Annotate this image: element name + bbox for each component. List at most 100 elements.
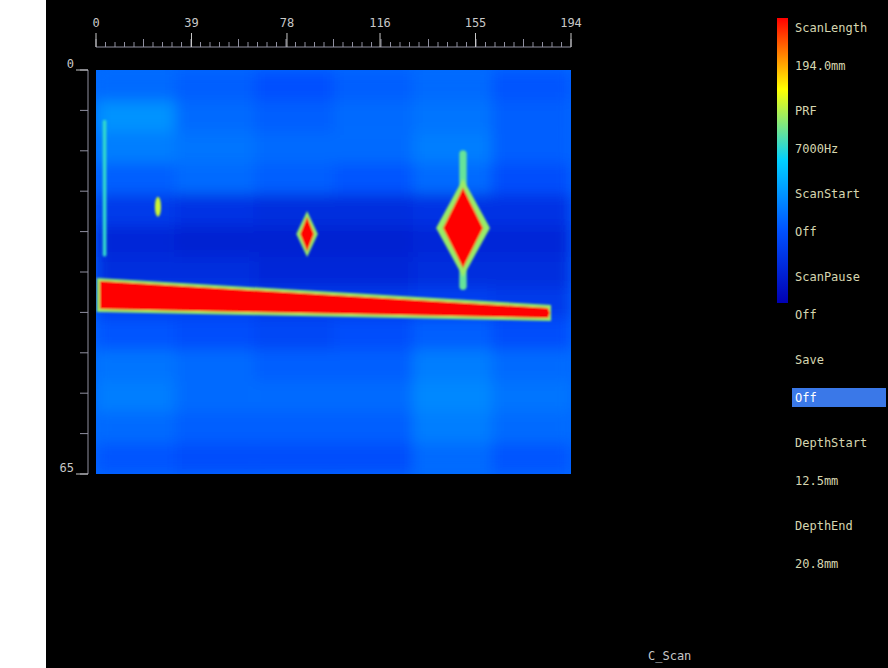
minor-tick	[295, 42, 296, 47]
minor-tick	[343, 42, 344, 47]
diamond-rim	[296, 211, 318, 257]
minor-tick	[533, 42, 534, 47]
minor-tick	[248, 42, 249, 47]
cell	[96, 194, 176, 226]
cell	[175, 412, 255, 444]
cell	[492, 70, 571, 102]
minor-tick	[143, 39, 144, 47]
minor-tick	[324, 42, 325, 47]
y-tick-label: 0	[67, 57, 74, 71]
cell	[96, 319, 176, 351]
cell	[334, 443, 414, 474]
minor-tick	[352, 42, 353, 47]
colorbar	[777, 18, 788, 303]
panel-value: 194.0mm	[795, 59, 846, 73]
minor-tick	[80, 110, 88, 111]
cell	[175, 163, 255, 195]
cell	[96, 350, 176, 382]
screen: 03978116155194065ScanLength194.0mmPRF700…	[0, 0, 888, 668]
cells	[96, 70, 571, 474]
minor-tick	[400, 42, 401, 47]
cell	[175, 194, 255, 226]
cell	[175, 443, 255, 474]
cell	[413, 256, 493, 288]
x-tick	[191, 33, 192, 47]
minor-tick	[447, 42, 448, 47]
minor-tick	[181, 42, 182, 47]
minor-tick	[162, 42, 163, 47]
cell	[492, 101, 571, 133]
minor-tick	[257, 42, 258, 47]
minor-tick	[115, 42, 116, 47]
panel-label: ScanPause	[795, 270, 860, 284]
panel-value: 20.8mm	[795, 557, 838, 571]
x-tick-label: 39	[184, 16, 198, 30]
cell	[413, 70, 493, 102]
minor-tick	[466, 42, 467, 47]
cell	[492, 256, 571, 288]
minor-tick	[219, 42, 220, 47]
cell	[413, 350, 493, 382]
cell	[175, 256, 255, 288]
minor-tick	[80, 191, 88, 192]
minor-tick	[153, 42, 154, 47]
cell	[413, 443, 493, 474]
diamond-rim	[436, 179, 490, 277]
minor-tick	[305, 42, 306, 47]
minor-tick	[552, 42, 553, 47]
minor-tick	[267, 42, 268, 47]
cell	[334, 319, 414, 351]
cell	[175, 350, 255, 382]
cell	[254, 101, 334, 133]
minor-tick	[210, 42, 211, 47]
cell	[96, 412, 176, 444]
minor-tick	[80, 312, 88, 313]
minor-tick	[495, 42, 496, 47]
cell	[96, 225, 176, 257]
cell	[96, 163, 176, 195]
cell	[413, 319, 493, 351]
x-tick	[475, 33, 476, 47]
cell	[334, 256, 414, 288]
y-tick	[76, 474, 88, 475]
x-tick-label: 78	[280, 16, 294, 30]
x-tick-label: 155	[465, 16, 487, 30]
panel-value: Off	[795, 225, 817, 239]
cell	[334, 194, 414, 226]
x-tick	[96, 33, 97, 47]
minor-tick	[409, 42, 410, 47]
cell	[96, 101, 176, 133]
plot-background	[96, 70, 571, 474]
cell	[492, 350, 571, 382]
screen-background	[46, 0, 888, 668]
x-tick	[286, 33, 287, 47]
cell	[492, 132, 571, 164]
x-tick-label: 116	[369, 16, 391, 30]
minor-tick	[485, 42, 486, 47]
cell	[96, 132, 176, 164]
cell	[254, 70, 334, 102]
cell	[334, 225, 414, 257]
cell	[175, 70, 255, 102]
minor-tick	[80, 352, 88, 353]
minor-tick	[438, 42, 439, 47]
panel-label: PRF	[795, 104, 817, 118]
panel-value: Off	[795, 308, 817, 322]
minor-tick	[238, 39, 239, 47]
indications	[97, 120, 551, 321]
minor-tick	[105, 42, 106, 47]
cell	[492, 163, 571, 195]
cell	[413, 381, 493, 413]
band-rim	[97, 278, 551, 321]
cell	[492, 319, 571, 351]
cell	[175, 319, 255, 351]
cell	[413, 101, 493, 133]
minor-tick	[381, 39, 382, 47]
cell	[254, 194, 334, 226]
diamond	[300, 217, 314, 252]
x-tick-label: 194	[560, 16, 582, 30]
plot-area	[96, 70, 571, 474]
minor-tick	[333, 39, 334, 47]
footer: C_Scan	[648, 649, 691, 663]
minor-tick	[523, 39, 524, 47]
